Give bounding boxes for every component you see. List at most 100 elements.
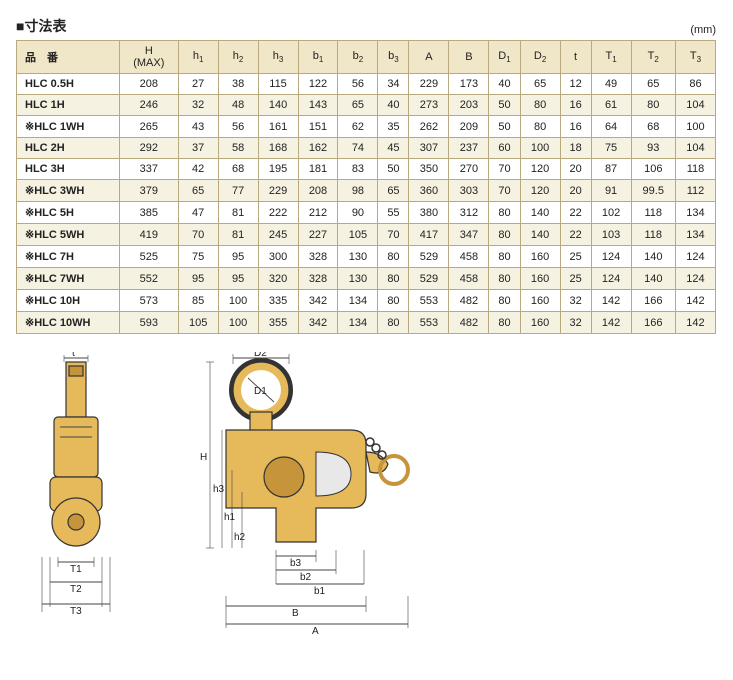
cell: 166	[631, 312, 675, 334]
cell: 120	[520, 159, 560, 180]
cell: 80	[489, 246, 520, 268]
cell: 48	[218, 95, 258, 116]
cell: 124	[591, 268, 631, 290]
cell: 360	[409, 180, 449, 202]
cell: 20	[560, 159, 591, 180]
dim-t: t	[72, 352, 75, 359]
part-number: ※HLC 7WH	[17, 268, 120, 290]
table-row: ※HLC 1WH26543561611516235262209508016646…	[17, 116, 716, 138]
dim-b3: b3	[290, 558, 302, 569]
cell: 355	[258, 312, 298, 334]
cell: 419	[120, 224, 179, 246]
cell: 335	[258, 290, 298, 312]
dim-h3: h3	[213, 484, 225, 495]
cell: 105	[338, 224, 378, 246]
cell: 162	[298, 138, 338, 159]
col-header: T1	[591, 41, 631, 74]
cell: 328	[298, 246, 338, 268]
cell: 140	[631, 268, 675, 290]
cell: 134	[675, 224, 715, 246]
dim-h2: h2	[234, 532, 246, 543]
dim-B: B	[292, 608, 299, 619]
cell: 337	[120, 159, 179, 180]
cell: 50	[489, 95, 520, 116]
cell: 593	[120, 312, 179, 334]
cell: 22	[560, 202, 591, 224]
cell: 525	[120, 246, 179, 268]
cell: 385	[120, 202, 179, 224]
cell: 38	[218, 74, 258, 95]
cell: 62	[338, 116, 378, 138]
cell: 65	[631, 74, 675, 95]
col-header: B	[449, 41, 489, 74]
cell: 60	[489, 138, 520, 159]
cell: 74	[338, 138, 378, 159]
cell: 80	[378, 312, 409, 334]
cell: 25	[560, 268, 591, 290]
table-header: 品 番H(MAX)h1h2h3b1b2b3ABD1D2tT1T2T3	[17, 41, 716, 74]
cell: 203	[449, 95, 489, 116]
cell: 75	[591, 138, 631, 159]
cell: 270	[449, 159, 489, 180]
dim-h1: h1	[224, 512, 236, 523]
cell: 22	[560, 224, 591, 246]
cell: 25	[560, 246, 591, 268]
front-view-diagram: t T1 T2 T3	[16, 352, 136, 632]
cell: 347	[449, 224, 489, 246]
cell: 80	[378, 246, 409, 268]
cell: 45	[378, 138, 409, 159]
cell: 118	[631, 202, 675, 224]
col-header: h2	[218, 41, 258, 74]
cell: 16	[560, 116, 591, 138]
cell: 160	[520, 268, 560, 290]
part-number: ※HLC 5WH	[17, 224, 120, 246]
cell: 85	[178, 290, 218, 312]
cell: 80	[378, 268, 409, 290]
cell: 81	[218, 224, 258, 246]
cell: 80	[489, 268, 520, 290]
dim-A: A	[312, 626, 319, 637]
table-row: ※HLC 10WH5931051003553421348055348280160…	[17, 312, 716, 334]
cell: 140	[631, 246, 675, 268]
col-header: b3	[378, 41, 409, 74]
cell: 458	[449, 268, 489, 290]
cell: 328	[298, 268, 338, 290]
cell: 68	[218, 159, 258, 180]
cell: 91	[591, 180, 631, 202]
cell: 58	[218, 138, 258, 159]
cell: 50	[489, 116, 520, 138]
cell: 124	[675, 268, 715, 290]
table-row: HLC 0.5H20827381151225634229173406512496…	[17, 74, 716, 95]
cell: 65	[338, 95, 378, 116]
col-header: h3	[258, 41, 298, 74]
cell: 320	[258, 268, 298, 290]
cell: 95	[218, 246, 258, 268]
cell: 87	[591, 159, 631, 180]
cell: 81	[218, 202, 258, 224]
cell: 195	[258, 159, 298, 180]
cell: 77	[218, 180, 258, 202]
cell: 43	[178, 116, 218, 138]
cell: 98	[338, 180, 378, 202]
cell: 40	[378, 95, 409, 116]
cell: 16	[560, 95, 591, 116]
cell: 112	[675, 180, 715, 202]
cell: 90	[338, 202, 378, 224]
cell: 229	[409, 74, 449, 95]
cell: 118	[631, 224, 675, 246]
dim-T1: T1	[70, 564, 82, 575]
cell: 80	[489, 224, 520, 246]
cell: 553	[409, 290, 449, 312]
cell: 140	[258, 95, 298, 116]
cell: 56	[338, 74, 378, 95]
col-header: D2	[520, 41, 560, 74]
cell: 124	[675, 246, 715, 268]
table-row: ※HLC 7WH55295953203281308052945880160251…	[17, 268, 716, 290]
dim-D1: D1	[254, 386, 267, 397]
cell: 246	[120, 95, 179, 116]
page-root: ■寸法表 (mm) 品 番H(MAX)h1h2h3b1b2b3ABD1D2tT1…	[16, 16, 716, 652]
cell: 134	[338, 312, 378, 334]
cell: 80	[489, 312, 520, 334]
cell: 160	[520, 246, 560, 268]
cell: 70	[378, 224, 409, 246]
